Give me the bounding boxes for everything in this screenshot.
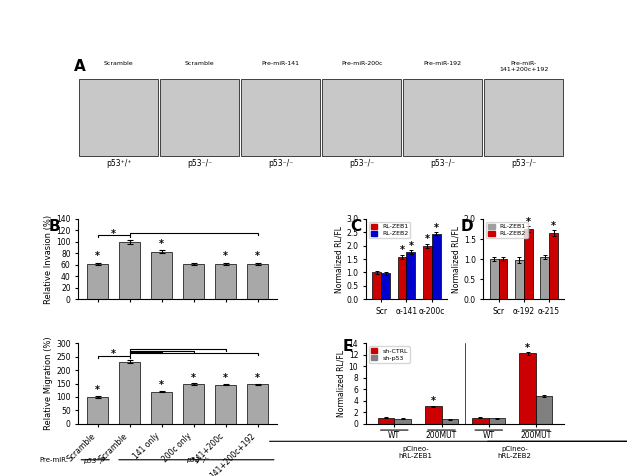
Text: p53⁻/⁻: p53⁻/⁻ xyxy=(186,457,209,463)
Text: p53⁻/⁻: p53⁻/⁻ xyxy=(430,159,455,168)
Text: *: * xyxy=(434,223,439,233)
Text: p53⁻/⁻: p53⁻/⁻ xyxy=(268,159,293,168)
Text: C: C xyxy=(350,219,361,234)
Text: Scramble: Scramble xyxy=(104,61,134,67)
Bar xyxy=(472,418,488,424)
Legend: sh-CTRL, sh-p53: sh-CTRL, sh-p53 xyxy=(369,347,409,363)
Text: *: * xyxy=(255,373,260,383)
Y-axis label: Normalized RL/FL: Normalized RL/FL xyxy=(334,226,344,293)
Bar xyxy=(87,397,108,424)
Legend: RL-ZEB1, RL-ZEB2: RL-ZEB1, RL-ZEB2 xyxy=(487,222,528,238)
Text: Scramble: Scramble xyxy=(185,61,214,67)
Bar xyxy=(394,419,411,424)
Text: p53⁻/⁻: p53⁻/⁻ xyxy=(511,159,537,168)
Text: *: * xyxy=(223,373,228,383)
Bar xyxy=(519,353,536,424)
Text: p53⁺/⁺: p53⁺/⁺ xyxy=(83,457,106,464)
Y-axis label: Relative Invasion (%): Relative Invasion (%) xyxy=(45,215,53,304)
Bar xyxy=(215,385,236,424)
Y-axis label: Normalized RL/FL: Normalized RL/FL xyxy=(337,350,346,417)
Text: *: * xyxy=(526,217,530,227)
Text: Pre-miR:: Pre-miR: xyxy=(40,457,68,463)
Bar xyxy=(406,252,415,299)
Bar xyxy=(498,259,507,299)
Bar xyxy=(524,229,533,299)
Text: *: * xyxy=(111,228,116,238)
Text: *: * xyxy=(159,380,164,390)
Bar xyxy=(372,272,381,299)
Bar xyxy=(425,407,441,424)
Bar xyxy=(241,79,320,156)
Bar xyxy=(515,260,524,299)
Bar xyxy=(80,79,159,156)
Bar xyxy=(381,273,390,299)
Text: *: * xyxy=(408,241,413,251)
Bar xyxy=(540,257,549,299)
Bar xyxy=(441,419,458,424)
Bar xyxy=(87,264,108,299)
Bar xyxy=(322,79,401,156)
Bar xyxy=(183,264,204,299)
Bar xyxy=(398,257,406,299)
Text: *: * xyxy=(95,251,100,261)
Bar xyxy=(215,264,236,299)
Bar xyxy=(484,79,563,156)
Text: *: * xyxy=(425,234,430,244)
Text: *: * xyxy=(431,397,436,407)
Bar xyxy=(151,252,172,299)
Text: *: * xyxy=(95,386,100,396)
Legend: RL-ZEB1, RL-ZEB2: RL-ZEB1, RL-ZEB2 xyxy=(369,222,410,238)
Y-axis label: Normalized RL/FL: Normalized RL/FL xyxy=(452,226,461,293)
Text: *: * xyxy=(191,373,196,383)
Text: p53⁺/⁺: p53⁺/⁺ xyxy=(106,159,132,168)
Bar xyxy=(536,396,552,424)
Bar xyxy=(488,418,505,424)
Bar xyxy=(549,233,558,299)
Bar xyxy=(183,384,204,424)
Y-axis label: Relative Migration (%): Relative Migration (%) xyxy=(45,337,53,430)
Text: A: A xyxy=(73,60,85,74)
Bar xyxy=(490,259,498,299)
Bar xyxy=(432,234,441,299)
Text: *: * xyxy=(159,239,164,249)
Text: p53⁻/⁻: p53⁻/⁻ xyxy=(187,159,213,168)
Bar xyxy=(119,242,140,299)
Bar xyxy=(247,384,268,424)
Bar xyxy=(247,264,268,299)
Bar xyxy=(119,362,140,424)
Text: *: * xyxy=(111,349,116,359)
Text: pCIneo-
hRL-ZEB2: pCIneo- hRL-ZEB2 xyxy=(498,446,532,459)
Text: Pre-miR-141: Pre-miR-141 xyxy=(262,61,300,67)
Bar xyxy=(151,392,172,424)
Text: Pre-miR-192: Pre-miR-192 xyxy=(424,61,462,67)
Bar xyxy=(161,79,240,156)
Bar xyxy=(423,246,432,299)
Text: *: * xyxy=(223,251,228,261)
Text: *: * xyxy=(551,220,556,230)
Text: Pre-miR-200c: Pre-miR-200c xyxy=(341,61,382,67)
Text: Pre-miR-
141+200c+192: Pre-miR- 141+200c+192 xyxy=(499,61,549,72)
Text: *: * xyxy=(399,246,404,256)
Bar xyxy=(378,418,394,424)
Text: pCIneo-
hRL-ZEB1: pCIneo- hRL-ZEB1 xyxy=(399,446,433,459)
Text: E: E xyxy=(342,339,352,354)
Bar xyxy=(403,79,482,156)
Text: *: * xyxy=(525,343,530,353)
Text: *: * xyxy=(255,251,260,261)
Text: D: D xyxy=(461,219,473,234)
Text: B: B xyxy=(49,219,60,234)
Text: p53⁻/⁻: p53⁻/⁻ xyxy=(349,159,374,168)
